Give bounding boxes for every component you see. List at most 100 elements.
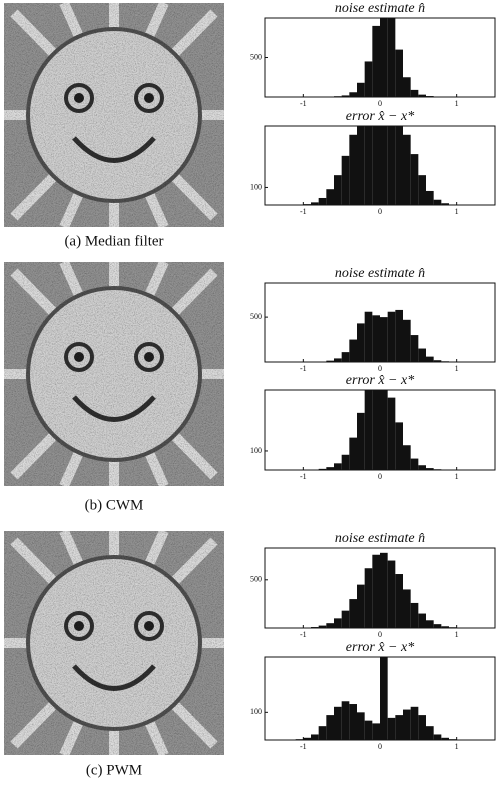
bar: [403, 77, 411, 97]
bar: [426, 357, 434, 362]
x-tick-label: 1: [455, 99, 459, 108]
histogram: noise estimate n̂ 500 -1 0 1: [250, 1, 495, 108]
x-tick-label: 1: [455, 742, 459, 751]
y-tick-label: 500: [250, 312, 262, 321]
image-c: [4, 531, 224, 755]
bar: [418, 175, 426, 205]
bar: [380, 553, 388, 628]
histogram: noise estimate n̂ 500 -1 0 1: [250, 266, 495, 373]
bar: [380, 657, 388, 740]
x-tick-label: 0: [378, 742, 382, 751]
bar: [365, 312, 373, 362]
bar: [411, 707, 419, 740]
x-tick-label: 1: [455, 207, 459, 216]
bar: [395, 121, 403, 205]
bar: [326, 715, 334, 740]
y-tick-label: 500: [250, 52, 262, 61]
bar: [365, 388, 373, 470]
bar: [411, 335, 419, 362]
bars: [319, 6, 465, 97]
y-tick-label: 100: [250, 446, 262, 455]
bar: [357, 121, 365, 205]
bar: [403, 710, 411, 740]
bar: [372, 379, 380, 470]
x-tick-label: -1: [300, 364, 307, 373]
bar: [418, 349, 426, 362]
bar: [357, 83, 365, 97]
bar: [395, 574, 403, 628]
bar: [357, 323, 365, 362]
bar: [342, 352, 350, 362]
bars: [319, 310, 457, 362]
bar: [380, 110, 388, 205]
bar: [349, 135, 357, 205]
bars: [303, 110, 456, 205]
bar: [426, 726, 434, 740]
bar: [372, 555, 380, 628]
bar: [388, 718, 396, 740]
bar: [349, 92, 357, 97]
x-tick-label: -1: [300, 99, 307, 108]
chart-title: error x̂ − x*: [346, 109, 414, 124]
bar: [334, 358, 342, 362]
x-tick-label: 0: [378, 99, 382, 108]
x-tick-label: 1: [455, 364, 459, 373]
bar: [395, 422, 403, 470]
bar: [388, 18, 396, 97]
bar: [357, 712, 365, 740]
bar: [395, 715, 403, 740]
bar: [342, 455, 350, 470]
bar: [411, 90, 419, 97]
chart-title: noise estimate n̂: [335, 1, 425, 16]
bar: [349, 438, 357, 470]
bar: [418, 465, 426, 470]
bar: [403, 445, 411, 470]
bar: [403, 320, 411, 362]
bar: [326, 623, 334, 628]
x-tick-label: 0: [378, 207, 382, 216]
bar: [380, 6, 388, 97]
chart-title: noise estimate n̂: [335, 266, 425, 281]
x-tick-label: 0: [378, 364, 382, 373]
x-tick-label: 1: [455, 472, 459, 481]
bar: [388, 561, 396, 628]
bar: [418, 715, 426, 740]
x-tick-label: 0: [378, 630, 382, 639]
bar: [411, 459, 419, 470]
caption: (a) Median filter: [64, 233, 163, 249]
x-tick-label: -1: [300, 630, 307, 639]
bar: [365, 114, 373, 205]
bar: [426, 191, 434, 205]
bar: [388, 312, 396, 362]
bar: [434, 734, 442, 740]
y-tick-label: 100: [250, 182, 262, 191]
bar: [349, 704, 357, 740]
bar: [411, 154, 419, 205]
bar: [342, 156, 350, 205]
bar: [372, 723, 380, 740]
bar: [403, 135, 411, 205]
bar: [357, 413, 365, 470]
bar: [388, 398, 396, 470]
image-a: [4, 3, 224, 227]
bar: [380, 382, 388, 470]
image-b: [4, 262, 224, 486]
bar: [326, 189, 334, 205]
bar: [395, 50, 403, 97]
x-tick-label: 0: [378, 472, 382, 481]
bars: [296, 553, 472, 628]
bar: [349, 340, 357, 362]
caption: (c) PWM: [86, 762, 142, 778]
bar: [365, 568, 373, 628]
bar: [365, 721, 373, 740]
bar: [426, 620, 434, 628]
x-tick-label: -1: [300, 472, 307, 481]
bar: [365, 61, 373, 97]
bar: [372, 315, 380, 362]
